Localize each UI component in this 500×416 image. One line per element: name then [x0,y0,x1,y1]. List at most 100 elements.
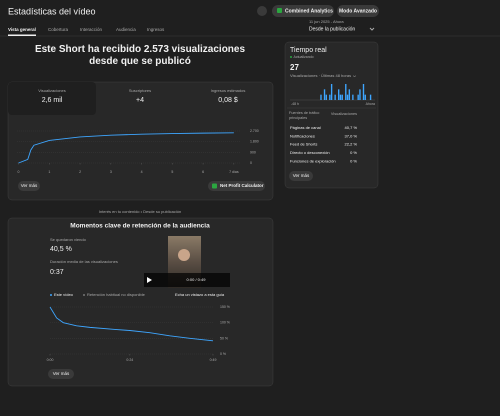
date-range: 11 jun 2025 - Ahora [309,19,344,24]
row-label: Directo o desconexión [290,150,330,155]
bar [348,89,351,100]
row-label: Funciones de exploración [290,158,336,163]
metric-label: Visualizaciones [38,88,66,93]
page-title: Estadísticas del vídeo [8,6,96,16]
axis-label: -48 h [291,102,299,106]
x-tick-label: 0:49 [210,358,217,362]
row-value: 0 % [350,150,357,155]
button-label: Ver más [293,173,310,178]
button[interactable] [272,5,334,17]
metric-label: Ingresos estimados [211,88,246,93]
y-tick-label: 0 [250,161,252,165]
x-tick-label: 2 [79,170,81,174]
x-tick-label: 1 [48,170,50,174]
y-tick-label: 900 [250,150,256,154]
dropdown-arrow[interactable] [352,75,357,78]
data-line [49,306,214,342]
button-label: Ver más [21,183,38,188]
x-tick-label: 4 [141,170,143,174]
bar [352,94,354,100]
bar [345,84,347,100]
metric-selected[interactable] [8,82,96,115]
stat-label: Se quedaron viendo [50,237,87,242]
legend-label: Este vídeo [54,292,74,297]
x-tick-label: 5 [171,170,173,174]
bar [325,94,327,100]
dropdown-arrow[interactable] [369,27,375,31]
bar [364,94,366,100]
bar [362,84,365,100]
x-tick-label: 3 [110,170,112,174]
metric-value: 0,08 $ [218,97,238,104]
bar [329,94,331,100]
tab[interactable]: Vista general [8,27,36,32]
bar [339,94,342,100]
y-tick-label: 2.700 [250,129,259,133]
stat-value: 40,5 % [50,246,72,253]
button-label: Modo Avanzado [339,8,377,14]
bar [357,94,359,100]
metric-label: Suscriptores [129,88,151,93]
tab[interactable]: Ingresos [147,27,165,32]
button-label: Combined Analytics [285,8,333,14]
y-tick-label: 100 % [220,321,230,325]
x-tick-label: 6 [202,170,204,174]
play-button[interactable] [147,277,152,283]
button[interactable] [18,181,40,191]
y-tick-label: 150 % [220,305,230,309]
bar [341,94,343,100]
row-label: Feed de Shorts [290,142,317,147]
period[interactable]: Desde la publicación [309,26,355,32]
realtime-count: 27 [290,63,299,72]
x-tick-label: 7 días [229,170,239,174]
stat-value: 0:37 [50,269,64,276]
row-label: Notificaciones [290,133,315,138]
button[interactable] [208,181,265,191]
bar [346,94,349,100]
tab[interactable]: Audiencia [116,27,136,32]
legend-label: Retención habitual no disponible [87,292,146,297]
legend-swatch [83,294,85,296]
tab[interactable]: Interacción [80,27,103,32]
stat-label: Duración media de las visualizaciones [50,259,118,264]
button[interactable] [48,369,74,379]
headline: Este Short ha recibido 2.573 visualizaci… [34,44,246,67]
metric-value: +4 [136,97,144,104]
bar [369,94,372,100]
bar [359,89,361,100]
button[interactable] [289,171,313,181]
guide-link[interactable]: Echa un vistazo a esta guía [175,292,225,297]
button[interactable] [337,5,379,17]
section-title: Tiempo real [290,47,327,54]
retention-card [7,217,274,387]
row-value: 0 % [350,158,357,163]
video-time: 0:00 / 0:49 [187,277,207,282]
bar [334,94,336,100]
data-line [18,132,234,164]
realtime-card [284,41,379,189]
y-tick-label: 1.800 [250,140,259,144]
row-value: 37,0 % [345,133,358,138]
status-dot [290,56,292,58]
video-controls [144,273,230,287]
icon [212,183,217,189]
button-label: Net Profit Calculator [220,183,264,188]
bar [320,94,322,100]
x-tick-label: 0 [18,170,20,174]
table-header: Fuentes de tráfico principales [289,111,320,120]
y-tick-label: 50 % [220,336,228,340]
legend-swatch [50,294,52,296]
section-title: Momentos clave de retención de la audien… [70,223,210,230]
video-figure [178,249,190,261]
y-tick-label: 0 % [220,352,226,356]
status: Actualizando [294,55,314,59]
metric-value: 2,6 mil [42,97,63,104]
x-tick-label: 0:24 [126,358,133,362]
bar [323,89,326,100]
icon [277,8,282,13]
button-label: Ver más [53,371,70,376]
icon[interactable] [257,6,267,16]
tab[interactable]: Cobertura [48,27,69,32]
